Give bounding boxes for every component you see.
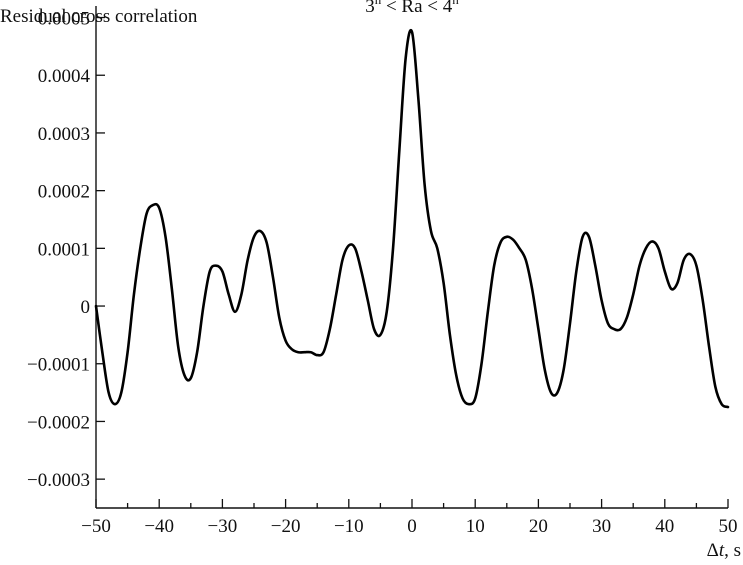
x-tick-label: −20 (271, 516, 301, 537)
annotation-base1: 3 (365, 0, 375, 17)
x-tick-label: −50 (81, 516, 111, 537)
annotation-sup2: h (452, 0, 459, 7)
y-tick-label: 0.0001 (38, 239, 90, 260)
x-ticks: −50 −40 −30 −20 −10 0 10 20 30 40 50 (81, 499, 738, 537)
y-tick-label: 0.0002 (38, 182, 90, 203)
x-axis-title-symbol: Δ (707, 540, 719, 561)
x-axis-title-var: t (719, 540, 725, 561)
y-tick-label: 0.0003 (38, 124, 90, 145)
x-tick-label: 30 (592, 516, 611, 537)
x-axis-title-unit: , s (724, 540, 741, 561)
x-tick-label: 0 (407, 516, 417, 537)
x-tick-label: −10 (334, 516, 364, 537)
x-tick-label: 10 (466, 516, 485, 537)
series-line (94, 29, 730, 409)
x-axis-title: Δt, s (707, 540, 741, 561)
y-axis-title: Residual cross correlation (0, 6, 198, 27)
x-tick-label: 20 (529, 516, 548, 537)
x-tick-label: 50 (719, 516, 738, 537)
y-tick-label: −0.0001 (27, 355, 90, 376)
x-tick-label: 40 (655, 516, 674, 537)
annotation-ra-range: 3h < Ra < 4h (365, 0, 459, 17)
y-tick-label: 0.0005 (38, 9, 90, 30)
annotation-mid: < Ra < 4 (381, 0, 453, 17)
x-tick-label: −40 (144, 516, 174, 537)
annotation-sup1: h (375, 0, 382, 7)
y-tick-label: 0 (81, 297, 91, 318)
x-tick-label: −30 (208, 516, 238, 537)
y-ticks: 0.0005 0.0004 0.0003 0.0002 0.0001 0 −0.0001 −0… (27, 9, 105, 491)
y-tick-label: 0.0004 (38, 66, 91, 87)
axes (95, 6, 728, 509)
y-tick-label: −0.0003 (27, 470, 90, 491)
y-tick-label: −0.0002 (27, 412, 90, 433)
